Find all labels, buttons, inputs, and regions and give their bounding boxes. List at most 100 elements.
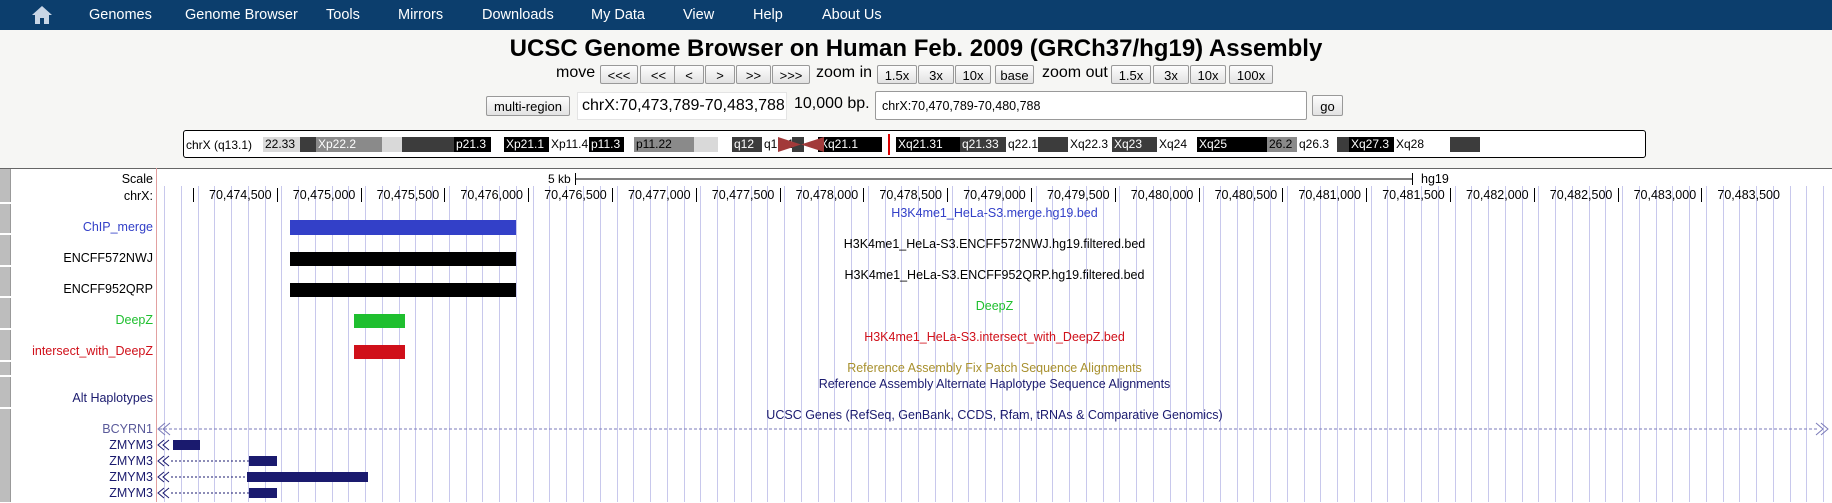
gene-label-zmym3-1[interactable]: ZMYM3 xyxy=(109,438,153,452)
gene-label-zmym3-2[interactable]: ZMYM3 xyxy=(109,454,153,468)
zoom-out-1-5x-button[interactable]: 1.5x xyxy=(1111,65,1151,84)
nav-tools[interactable]: Tools xyxy=(326,7,360,23)
ideogram-band[interactable] xyxy=(1450,137,1480,152)
zoom-out-3x-button[interactable]: 3x xyxy=(1153,65,1189,84)
ideogram-band[interactable] xyxy=(382,137,402,152)
track-handle-intersect[interactable] xyxy=(0,330,11,360)
ideogram-band[interactable] xyxy=(1038,137,1068,152)
chrom-ruler-label: chrX: xyxy=(123,189,153,203)
position-search-input[interactable] xyxy=(875,91,1307,120)
move-far-left-button[interactable]: <<< xyxy=(600,65,638,84)
ruler-tick-mark xyxy=(444,188,445,202)
ideogram-band[interactable]: q26.3 xyxy=(1297,137,1337,152)
ideogram-band[interactable] xyxy=(694,137,718,152)
assembly-label: hg19 xyxy=(1421,172,1449,186)
grid-line xyxy=(1237,186,1238,502)
nav-my-data[interactable]: My Data xyxy=(591,7,645,23)
ideogram-band[interactable]: Xq24 xyxy=(1157,137,1197,152)
track-label-deepz[interactable]: DeepZ xyxy=(115,313,153,327)
ideogram-band-label: Xq23 xyxy=(1114,137,1143,151)
grid-line xyxy=(566,186,567,502)
grid-line xyxy=(818,186,819,502)
move-far-right-button[interactable]: >>> xyxy=(772,65,810,84)
ruler-tick-mark xyxy=(696,188,697,202)
chip-merge-feature[interactable] xyxy=(290,220,516,235)
zoom-out-10x-button[interactable]: 10x xyxy=(1190,65,1226,84)
ideogram-band[interactable]: p11.3 xyxy=(589,137,624,152)
nav-mirrors[interactable]: Mirrors xyxy=(398,7,444,23)
gene-label-zmym3-3[interactable]: ZMYM3 xyxy=(109,470,153,484)
ideogram-band[interactable]: p21.3 xyxy=(454,137,491,152)
zoom-in-1-5x-button[interactable]: 1.5x xyxy=(877,65,917,84)
track-handle-alt-haplotypes[interactable] xyxy=(0,377,11,407)
zoom-in-base-button[interactable]: base xyxy=(995,65,1034,84)
ideogram-band[interactable]: Xq22.3 xyxy=(1068,137,1112,152)
ideogram-band[interactable]: Xp22.2 xyxy=(316,137,382,152)
multi-region-button[interactable]: multi-region xyxy=(486,96,570,116)
top-nav-bar: Genomes Genome Browser Tools Mirrors Dow… xyxy=(0,0,1832,30)
gene-models[interactable] xyxy=(157,418,1832,502)
ideogram-band[interactable]: Xq21.31 xyxy=(896,137,960,152)
ideogram-band[interactable]: 26.2 xyxy=(1267,137,1297,152)
ruler-tick-mark xyxy=(1450,188,1451,202)
move-right-button[interactable]: >> xyxy=(736,65,771,84)
ideogram-band[interactable]: Xq25 xyxy=(1197,137,1267,152)
ideogram-band[interactable]: q12 xyxy=(732,137,762,152)
grid-line xyxy=(885,186,886,502)
track-handle-ucsc-genes[interactable] xyxy=(0,409,11,502)
ruler-tick-label: 70,482,500 xyxy=(1549,188,1613,202)
move-step-left-button[interactable]: < xyxy=(674,65,704,84)
track-label-intersect-with-deepz[interactable]: intersect_with_DeepZ xyxy=(32,344,153,358)
track-label-encff572nwj[interactable]: ENCFF572NWJ xyxy=(63,251,153,265)
nav-downloads[interactable]: Downloads xyxy=(482,7,554,23)
ideogram-band[interactable] xyxy=(300,137,316,152)
move-step-right-button[interactable]: > xyxy=(705,65,735,84)
ideogram-band[interactable]: q22.1 xyxy=(1006,137,1038,152)
ideogram-band[interactable]: Xp21.1 xyxy=(504,137,549,152)
ideogram-band[interactable] xyxy=(491,137,504,152)
nav-view[interactable]: View xyxy=(683,7,715,23)
track-handle-chip-merge[interactable] xyxy=(0,204,11,233)
track-label-alt-haplotypes[interactable]: Alt Haplotypes xyxy=(72,391,153,405)
nav-genome-browser[interactable]: Genome Browser xyxy=(185,7,298,23)
ideogram-band[interactable] xyxy=(624,137,634,152)
ruler-tick-mark xyxy=(1618,188,1619,202)
zoom-out-100x-button[interactable]: 100x xyxy=(1229,65,1273,84)
ideogram-band[interactable] xyxy=(1337,137,1349,152)
ideogram-band[interactable]: Xq28 xyxy=(1394,137,1450,152)
ideogram-band[interactable] xyxy=(402,137,454,152)
ideogram-band[interactable]: p11.22 xyxy=(634,137,694,152)
track-label-encff952qrp[interactable]: ENCFF952QRP xyxy=(63,282,153,296)
zoom-in-3x-button[interactable]: 3x xyxy=(918,65,954,84)
grid-line xyxy=(332,186,333,502)
go-button[interactable]: go xyxy=(1312,95,1343,116)
deepz-feature[interactable] xyxy=(354,314,405,328)
gene-label-zmym3-4[interactable]: ZMYM3 xyxy=(109,486,153,500)
track-handle-encff572[interactable] xyxy=(0,235,11,265)
track-label-chip-merge[interactable]: ChIP_merge xyxy=(82,220,153,234)
ideogram-band[interactable]: Xq27.3 xyxy=(1349,137,1394,152)
track-handle-deepz[interactable] xyxy=(0,298,11,328)
ruler-drag-handle[interactable] xyxy=(0,169,11,202)
encff572nwj-feature[interactable] xyxy=(290,252,516,266)
track-handle-fix-patch[interactable] xyxy=(0,362,11,375)
move-left-button[interactable]: << xyxy=(640,65,677,84)
ideogram-band[interactable]: q21.33 xyxy=(960,137,1006,152)
zoom-in-10x-button[interactable]: 10x xyxy=(955,65,991,84)
ideogram-band[interactable]: Xq21.1 xyxy=(818,137,882,152)
home-icon[interactable] xyxy=(30,3,54,27)
ideogram-band[interactable]: Xp11.4 xyxy=(549,137,589,152)
grid-line xyxy=(265,186,266,502)
ideogram-band-label: p21.3 xyxy=(456,137,487,151)
intersect-feature[interactable] xyxy=(354,345,405,359)
grid-line xyxy=(1723,186,1724,502)
nav-help[interactable]: Help xyxy=(753,7,783,23)
gene-label-bcyrn1[interactable]: BCYRN1 xyxy=(102,422,153,436)
ideogram-band[interactable]: 22.33 xyxy=(263,137,300,152)
encff952qrp-feature[interactable] xyxy=(290,283,516,297)
ideogram-band[interactable] xyxy=(718,137,732,152)
track-handle-encff952[interactable] xyxy=(0,267,11,296)
nav-genomes[interactable]: Genomes xyxy=(89,7,152,23)
ideogram-band[interactable]: Xq23 xyxy=(1112,137,1157,152)
nav-about-us[interactable]: About Us xyxy=(822,7,882,23)
